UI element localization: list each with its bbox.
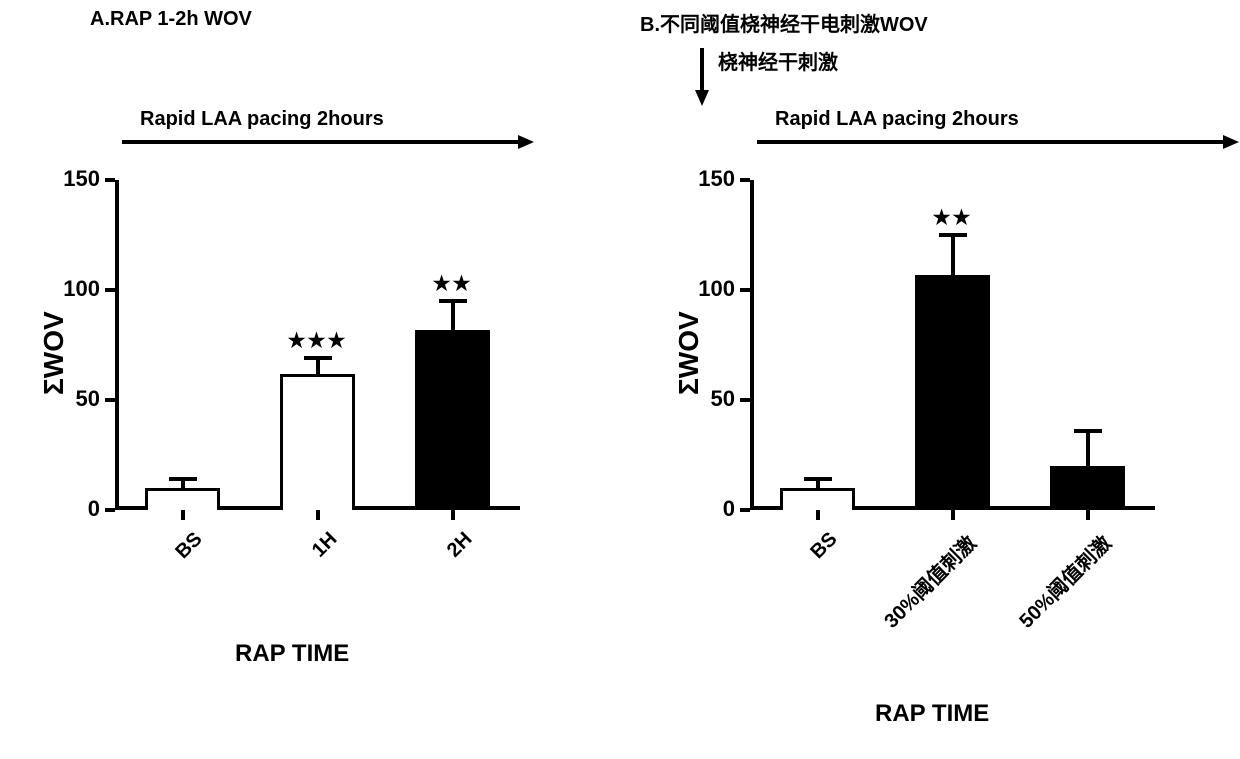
- plot-a-y-axis: [115, 180, 119, 510]
- y-tick-label: 100: [55, 276, 100, 302]
- panel-b-arrow-line: [757, 140, 1225, 144]
- bar: [415, 330, 489, 510]
- y-tick-label: 0: [55, 496, 100, 522]
- significance-label: ★★: [403, 271, 503, 296]
- y-tick: [105, 178, 115, 182]
- bar: [145, 488, 219, 510]
- y-tick: [740, 508, 750, 512]
- bar: [280, 374, 354, 510]
- plot-b-y-axis: [750, 180, 754, 510]
- error-bar-cap: [439, 299, 467, 303]
- x-category-label: 50%阈值刺激: [954, 528, 1116, 690]
- x-tick: [316, 510, 320, 520]
- plot-b-y-title: ΣWOV: [673, 311, 705, 395]
- error-bar-cap: [304, 356, 332, 360]
- x-tick: [951, 510, 955, 520]
- panel-b-heading: Rapid LAA pacing 2hours: [775, 108, 1019, 131]
- panel-b-arrow-head: [1223, 135, 1239, 149]
- x-category-label: BS: [684, 528, 842, 686]
- bar: [780, 488, 854, 510]
- y-tick: [105, 508, 115, 512]
- y-tick: [740, 288, 750, 292]
- x-category-label: BS: [49, 528, 207, 686]
- error-bar-stem: [316, 358, 320, 373]
- error-bar-stem: [951, 235, 955, 275]
- plot-b: 050100150BS★★30%阈值刺激50%阈值刺激: [750, 180, 1155, 510]
- error-bar-stem: [1086, 431, 1090, 466]
- panel-b-down-arrow-head: [695, 90, 709, 106]
- panel-b-title: B.不同阈值桡神经干电刺激WOV: [640, 8, 928, 37]
- error-bar-cap: [939, 233, 967, 237]
- significance-label: ★★: [903, 205, 1003, 230]
- panel-b-subheading: 桡神经干刺激: [718, 46, 838, 75]
- y-tick-label: 100: [690, 276, 735, 302]
- panel-a-arrow-line: [122, 140, 520, 144]
- panel-a-heading: Rapid LAA pacing 2hours: [140, 108, 384, 131]
- y-tick-label: 150: [55, 166, 100, 192]
- panel-a-title: A.RAP 1-2h WOV: [90, 8, 252, 31]
- bar: [1050, 466, 1124, 510]
- y-tick: [740, 178, 750, 182]
- x-tick: [816, 510, 820, 520]
- panel-b-down-arrow-line: [700, 48, 704, 92]
- error-bar-cap: [804, 477, 832, 481]
- y-tick-label: 150: [690, 166, 735, 192]
- plot-a: 050100150BS★★★1H★★2H: [115, 180, 520, 510]
- y-tick: [105, 288, 115, 292]
- significance-label: ★★★: [268, 328, 368, 353]
- plot-b-x-title: RAP TIME: [875, 700, 989, 728]
- x-tick: [1086, 510, 1090, 520]
- y-tick: [105, 398, 115, 402]
- x-tick: [451, 510, 455, 520]
- panel-a-arrow-head: [518, 135, 534, 149]
- error-bar-cap: [169, 477, 197, 481]
- y-tick: [740, 398, 750, 402]
- x-tick: [181, 510, 185, 520]
- error-bar-stem: [451, 301, 455, 330]
- y-tick-label: 0: [690, 496, 735, 522]
- bar: [915, 275, 989, 510]
- plot-a-x-title: RAP TIME: [235, 640, 349, 668]
- error-bar-cap: [1074, 429, 1102, 433]
- plot-a-y-title: ΣWOV: [38, 311, 70, 395]
